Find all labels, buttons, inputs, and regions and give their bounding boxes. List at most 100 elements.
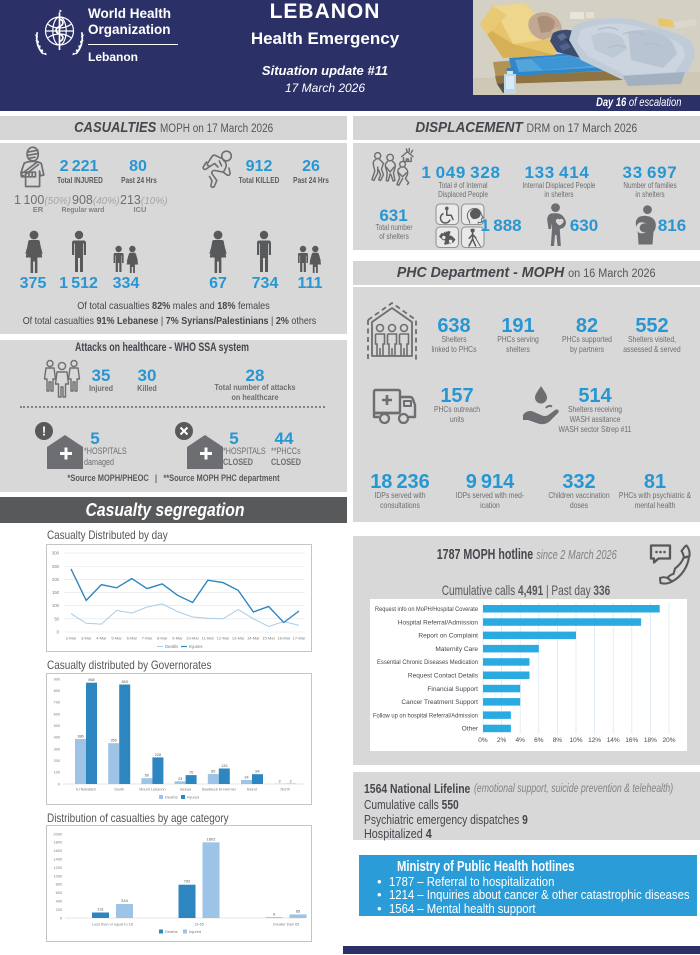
svg-text:Follow up on hospital Referral: Follow up on hospital Referral/Admission (373, 712, 478, 719)
svg-text:2000: 2000 (54, 832, 62, 836)
svg-text:South: South (114, 788, 124, 792)
svg-text:76: 76 (189, 771, 193, 775)
svg-text:Financial Support: Financial Support (427, 686, 478, 693)
svg-text:600: 600 (54, 712, 60, 716)
svg-text:350: 350 (111, 739, 117, 743)
svg-text:200: 200 (54, 759, 60, 763)
svg-text:50: 50 (145, 774, 149, 778)
svg-text:300: 300 (52, 551, 60, 556)
svg-text:400: 400 (54, 736, 60, 740)
svg-text:2%: 2% (497, 737, 507, 744)
svg-text:Request info on MoPH/Hospital: Request info on MoPH/Hospital Coverate (375, 606, 478, 613)
svg-text:1600: 1600 (54, 849, 62, 853)
svg-text:9-Mar: 9-Mar (172, 636, 183, 641)
svg-text:1000: 1000 (54, 874, 62, 878)
svg-text:1802: 1802 (207, 836, 217, 841)
svg-text:Less than or equal to 18: Less than or equal to 18 (92, 923, 133, 927)
svg-text:3-Mar: 3-Mar (81, 636, 92, 641)
svg-text:18%: 18% (644, 737, 657, 744)
svg-text:386: 386 (77, 735, 83, 739)
svg-text:15-Mar: 15-Mar (262, 636, 275, 641)
svg-text:500: 500 (54, 724, 60, 728)
svg-text:11-Mar: 11-Mar (202, 636, 215, 641)
svg-text:19-65: 19-65 (194, 923, 204, 927)
svg-text:100: 100 (52, 603, 60, 608)
svg-text:Maternity Care: Maternity Care (435, 646, 478, 653)
svg-text:14%: 14% (607, 737, 620, 744)
svg-text:4-Mar: 4-Mar (96, 636, 107, 641)
svg-text:400: 400 (56, 900, 62, 904)
svg-text:Baalbeck El-Hermel: Baalbeck El-Hermel (202, 788, 236, 792)
svg-text:14-Mar: 14-Mar (247, 636, 260, 641)
svg-text:600: 600 (56, 891, 62, 895)
svg-text:853: 853 (122, 680, 128, 684)
svg-text:2: 2 (279, 779, 281, 783)
svg-text:4%: 4% (515, 737, 525, 744)
svg-text:Request Contact Details: Request Contact Details (408, 673, 479, 680)
svg-text:Deaths: Deaths (165, 795, 178, 800)
svg-text:8-Mar: 8-Mar (157, 636, 168, 641)
svg-text:0: 0 (58, 782, 60, 786)
svg-text:Deaths: Deaths (165, 929, 178, 934)
svg-text:800: 800 (56, 883, 62, 887)
svg-text:9: 9 (273, 912, 276, 917)
svg-text:16-Mar: 16-Mar (277, 636, 290, 641)
svg-text:6-Mar: 6-Mar (127, 636, 138, 641)
svg-text:10-Mar: 10-Mar (186, 636, 199, 641)
svg-text:6%: 6% (534, 737, 544, 744)
svg-text:Essential Chronic Diseases Med: Essential Chronic Diseases Medication (377, 659, 478, 666)
svg-text:Report on Complaint: Report on Complaint (418, 633, 478, 640)
svg-text:150: 150 (52, 590, 60, 595)
svg-text:North: North (281, 788, 290, 792)
svg-text:1400: 1400 (54, 858, 62, 862)
svg-text:85: 85 (211, 770, 215, 774)
svg-text:300: 300 (54, 747, 60, 751)
svg-text:Mount Lebanon: Mount Lebanon (139, 788, 165, 792)
svg-text:334: 334 (121, 898, 128, 903)
svg-text:Hospital Referral/Admission: Hospital Referral/Admission (398, 619, 479, 626)
svg-text:12%: 12% (588, 737, 601, 744)
svg-text:100: 100 (54, 771, 60, 775)
svg-text:0: 0 (57, 630, 60, 635)
svg-text:16%: 16% (625, 737, 638, 744)
svg-text:84: 84 (255, 770, 259, 774)
svg-text:0%: 0% (478, 737, 488, 744)
svg-text:800: 800 (54, 689, 60, 693)
svg-text:2: 2 (290, 779, 292, 783)
svg-text:1800: 1800 (54, 841, 62, 845)
svg-text:85: 85 (296, 908, 301, 913)
svg-text:34: 34 (244, 776, 248, 780)
svg-text:131: 131 (97, 907, 104, 912)
svg-text:2-Mar: 2-Mar (66, 636, 77, 641)
svg-text:23: 23 (178, 777, 182, 781)
svg-text:Injuries: Injuries (189, 644, 203, 649)
svg-text:133: 133 (221, 764, 227, 768)
svg-text:El Nabatieh: El Nabatieh (76, 788, 96, 792)
svg-text:0: 0 (60, 916, 62, 920)
svg-text:900: 900 (54, 677, 60, 681)
svg-text:228: 228 (155, 753, 161, 757)
svg-text:Beirut: Beirut (247, 788, 258, 792)
svg-text:Injured: Injured (189, 929, 201, 934)
svg-text:17-Mar: 17-Mar (293, 636, 306, 641)
svg-text:792: 792 (184, 879, 191, 884)
svg-text:20%: 20% (662, 737, 675, 744)
svg-text:Bekaa: Bekaa (180, 788, 192, 792)
svg-text:10%: 10% (569, 737, 582, 744)
svg-text:Other: Other (462, 726, 479, 733)
svg-text:200: 200 (52, 577, 60, 582)
svg-text:5-Mar: 5-Mar (111, 636, 122, 641)
svg-text:250: 250 (52, 564, 60, 569)
svg-text:700: 700 (54, 701, 60, 705)
svg-text:12-Mar: 12-Mar (217, 636, 230, 641)
svg-text:50: 50 (54, 616, 59, 621)
svg-text:8%: 8% (553, 737, 563, 744)
svg-text:7-Mar: 7-Mar (142, 636, 153, 641)
svg-text:1200: 1200 (54, 866, 62, 870)
svg-text:Injured: Injured (187, 795, 199, 800)
svg-text:868: 868 (88, 678, 94, 682)
svg-text:Cancer Treatment Support: Cancer Treatment Support (401, 699, 478, 706)
svg-text:!: ! (42, 424, 46, 439)
svg-text:Deaths: Deaths (165, 644, 178, 649)
svg-text:200: 200 (56, 908, 62, 912)
